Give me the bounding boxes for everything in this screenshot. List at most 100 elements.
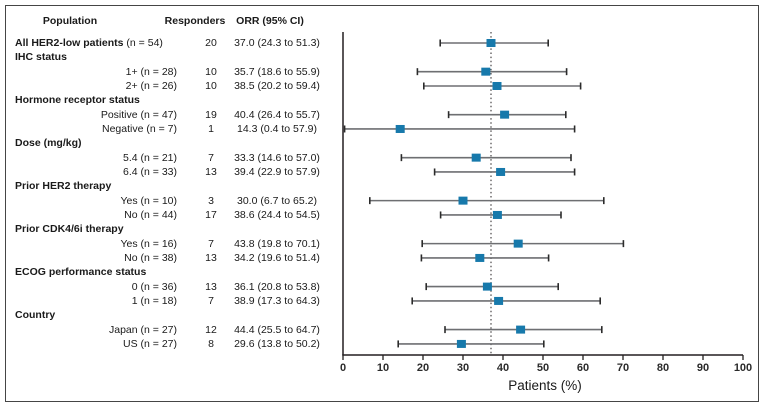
table-group-row: Dose (mg/kg) [0, 136, 345, 150]
table-row: 5.4 (n = 21) 7 33.3 (14.6 to 57.0) [0, 151, 345, 165]
orr-ci-value: 39.4 (22.9 to 57.9) [234, 165, 320, 178]
population-label: Negative (n = 7) [102, 122, 177, 135]
population-label: Japan (n = 27) [108, 323, 177, 336]
responders-value: 19 [205, 108, 217, 121]
x-axis-tick-label: 50 [537, 362, 549, 374]
orr-marker [516, 325, 526, 334]
table-row: 0 (n = 36) 13 36.1 (20.8 to 53.8) [0, 280, 345, 294]
orr-ci-value: 38.9 (17.3 to 64.3) [234, 294, 320, 307]
table-group-row: IHC status [0, 50, 345, 64]
table-row: 1 (n = 18) 7 38.9 (17.3 to 64.3) [0, 294, 345, 308]
population-label: Yes (n = 16) [120, 237, 177, 250]
orr-ci-value: 43.8 (19.8 to 70.1) [234, 237, 320, 250]
responders-value: 12 [205, 323, 217, 336]
column-header-orr-ci: ORR (95% CI) [236, 15, 304, 27]
responders-value: 13 [205, 280, 217, 293]
table-group-row: Prior HER2 therapy [0, 179, 345, 193]
table-row: No (n = 38) 13 34.2 (19.6 to 51.4) [0, 251, 345, 265]
orr-ci-value: 35.7 (18.6 to 55.9) [234, 65, 320, 78]
column-header-responders: Responders [164, 15, 226, 27]
orr-marker [482, 282, 492, 291]
table-row: 1+ (n = 28) 10 35.7 (18.6 to 55.9) [0, 65, 345, 79]
responders-value: 7 [208, 151, 214, 164]
responders-value: 17 [205, 208, 217, 221]
x-axis-tick-label: 80 [657, 362, 669, 374]
x-axis-tick-label: 30 [457, 362, 469, 374]
table-row: Negative (n = 7) 1 14.3 (0.4 to 57.9) [0, 122, 345, 136]
table-row: 2+ (n = 26) 10 38.5 (20.2 to 59.4) [0, 79, 345, 93]
group-label: Prior CDK4/6i therapy [15, 223, 124, 236]
orr-ci-value: 40.4 (26.4 to 55.7) [234, 108, 320, 121]
table-group-row: Prior CDK4/6i therapy [0, 222, 345, 236]
population-label: No (n = 38) [124, 251, 177, 264]
group-label: ECOG performance status [15, 266, 147, 279]
table-row: Yes (n = 10) 3 30.0 (6.7 to 65.2) [0, 194, 345, 208]
orr-marker [496, 167, 506, 176]
population-label: Yes (n = 10) [120, 194, 177, 207]
population-label: US (n = 27) [123, 337, 177, 350]
orr-ci-value: 14.3 (0.4 to 57.9) [237, 122, 317, 135]
orr-marker [481, 67, 491, 76]
orr-marker [494, 296, 504, 305]
responders-value: 20 [205, 37, 217, 49]
orr-ci-value: 44.4 (25.5 to 64.7) [234, 323, 320, 336]
x-axis-tick-label: 10 [377, 362, 389, 374]
responders-value: 8 [208, 337, 214, 350]
population-label: 2+ (n = 26) [125, 79, 177, 92]
orr-marker [456, 339, 466, 348]
group-label: Prior HER2 therapy [15, 180, 112, 193]
table-row: No (n = 44) 17 38.6 (24.4 to 54.5) [0, 208, 345, 222]
table-row: Positive (n = 47) 19 40.4 (26.4 to 55.7) [0, 108, 345, 122]
responders-value: 13 [205, 251, 217, 264]
table-row: Yes (n = 16) 7 43.8 (19.8 to 70.1) [0, 237, 345, 251]
responders-value: 1 [208, 122, 214, 135]
x-axis-tick-label: 60 [577, 362, 589, 374]
responders-value: 10 [205, 79, 217, 92]
group-label: Country [15, 309, 56, 322]
x-axis-tick-label: 90 [697, 362, 709, 374]
orr-marker [486, 39, 496, 47]
population-label: 1 (n = 18) [131, 294, 177, 307]
population-label: 5.4 (n = 21) [123, 151, 177, 164]
orr-ci-value: 36.1 (20.8 to 53.8) [234, 280, 320, 293]
x-axis-tick-label: 100 [734, 362, 752, 374]
orr-marker [492, 81, 502, 90]
orr-marker [395, 124, 405, 133]
table-row: US (n = 27) 8 29.6 (13.8 to 50.2) [0, 337, 345, 351]
table-group-row: ECOG performance status [0, 265, 345, 279]
orr-ci-value: 37.0 (24.3 to 51.3) [234, 37, 320, 49]
population-label: All HER2-low patients (n = 54) [15, 37, 163, 49]
table-row: All HER2-low patients (n = 54) 20 37.0 (24… [0, 36, 345, 50]
x-axis-title: Patients (%) [508, 378, 582, 393]
responders-value: 13 [205, 165, 217, 178]
x-axis-tick-label: 0 [340, 362, 346, 374]
orr-ci-value: 38.6 (24.4 to 54.5) [234, 208, 320, 221]
group-label: Dose (mg/kg) [15, 137, 82, 150]
population-label: Positive (n = 47) [100, 108, 177, 121]
orr-marker [458, 196, 468, 205]
orr-marker [475, 253, 485, 262]
orr-ci-value: 29.6 (13.8 to 50.2) [234, 337, 320, 350]
table-group-row: Hormone receptor status [0, 93, 345, 107]
table-row: 6.4 (n = 33) 13 39.4 (22.9 to 57.9) [0, 165, 345, 179]
column-header-population: Population [42, 15, 98, 27]
group-label: IHC status [15, 51, 67, 64]
population-label: 0 (n = 36) [131, 280, 177, 293]
orr-ci-value: 30.0 (6.7 to 65.2) [237, 194, 317, 207]
population-label: 1+ (n = 28) [125, 65, 177, 78]
responders-value: 3 [208, 194, 214, 207]
orr-marker [500, 110, 510, 119]
population-label: No (n = 44) [124, 208, 177, 221]
x-axis-tick-label: 70 [617, 362, 629, 374]
x-axis-tick-label: 20 [417, 362, 429, 374]
table-row: Japan (n = 27) 12 44.4 (25.5 to 64.7) [0, 323, 345, 337]
orr-marker [513, 239, 523, 248]
responders-value: 10 [205, 65, 217, 78]
orr-marker [471, 153, 481, 162]
population-label: 6.4 (n = 33) [123, 165, 177, 178]
orr-ci-value: 38.5 (20.2 to 59.4) [234, 79, 320, 92]
orr-marker [492, 210, 502, 219]
responders-value: 7 [208, 237, 214, 250]
